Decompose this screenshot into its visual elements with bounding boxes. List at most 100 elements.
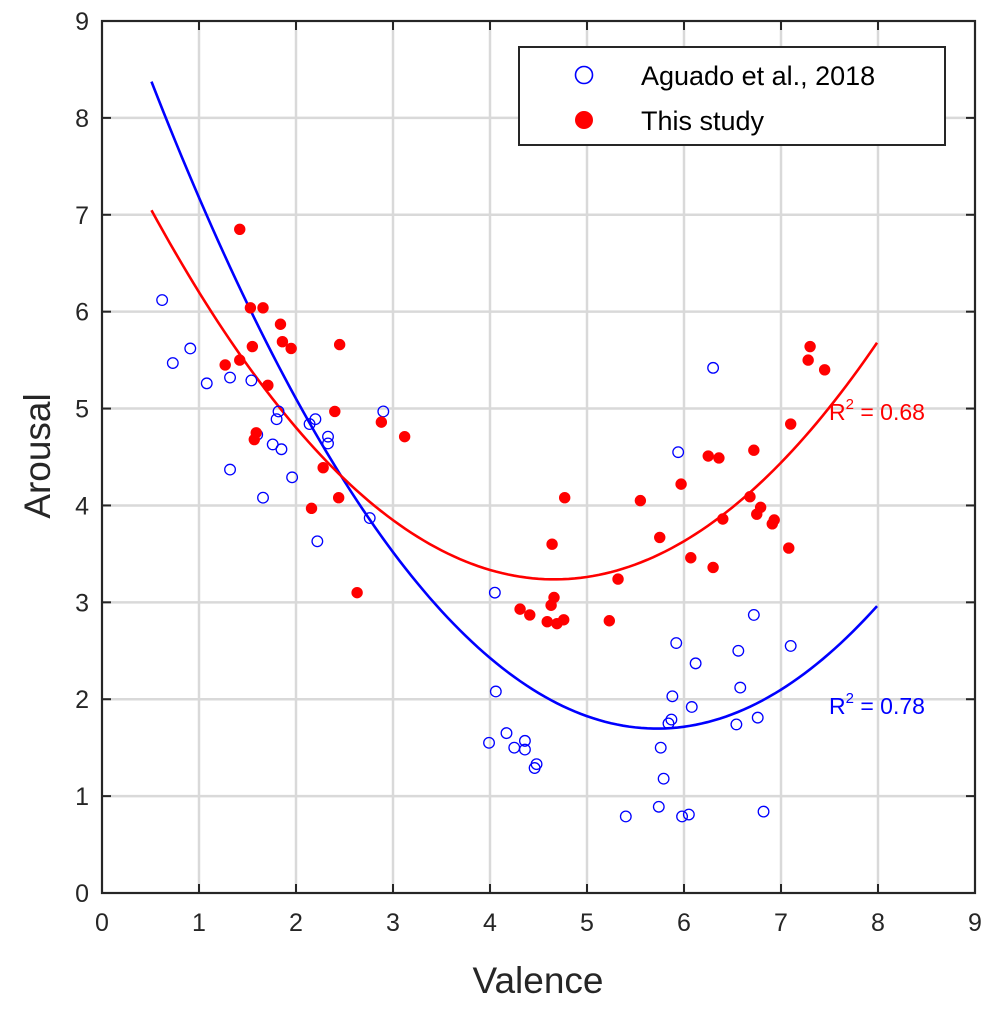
y-tick-label: 2 [75,686,89,714]
this-study-data-point [818,364,831,376]
x-tick-label: 4 [483,909,497,937]
fit-curve-this-study [150,209,879,581]
aguado-data-point [275,443,288,456]
x-tick-label: 7 [774,909,788,937]
this-study-data-point [262,379,274,392]
data-points [156,223,831,823]
legend-marker-aguado [574,65,594,85]
this-study-data-point [329,405,341,418]
aguado-data-point [757,805,770,818]
aguado-data-point [747,608,760,621]
this-study-data-point [524,609,536,621]
this-study-data-point [246,340,259,353]
x-axis-label: Valence [473,960,604,1001]
aguado-data-point [662,717,675,730]
y-tick-label: 6 [75,299,89,327]
aguado-data-point [685,701,698,713]
aguado-data-point [682,808,695,821]
this-study-data-point [305,502,318,515]
this-study-data-point [768,514,780,526]
x-tick-label: 2 [289,909,303,937]
this-study-data-point [541,616,553,628]
plot-frame [100,19,977,895]
aguado-data-point [518,743,531,756]
this-study-data-point [685,552,697,564]
aguado-data-point [200,377,213,390]
aguado-data-point [245,374,258,387]
fit-curves [150,81,879,730]
aguado-data-point [257,491,269,504]
y-tick-label: 7 [75,202,89,230]
this-study-data-point [802,354,814,366]
x-tick-label: 3 [386,909,400,937]
this-study-data-point [548,591,560,604]
aguado-data-point [732,644,745,657]
aguado-data-point [224,371,236,384]
this-study-data-point [285,342,297,355]
this-study-data-point [219,359,231,371]
aguado-data-point [272,405,285,418]
aguado-data-point [707,361,720,374]
legend-box [518,46,946,146]
this-study-data-point [612,573,624,585]
this-study-data-point [785,418,797,430]
aguado-data-point [619,810,632,823]
this-study-data-point [257,302,269,314]
aguado-data-point [652,800,665,813]
this-study-data-point [244,302,257,314]
x-tick-label: 0 [95,909,109,937]
this-study-data-point [744,491,756,503]
aguado-data-point [730,718,743,731]
this-study-data-point [276,336,289,348]
this-study-data-point [558,491,571,504]
aguado-data-point [488,586,501,599]
this-study-data-point [317,461,329,474]
this-study-data-point [274,318,287,330]
this-study-data-point [332,491,345,504]
aguado-data-point [530,758,543,771]
aguado-data-point [734,681,747,694]
this-study-data-point [546,538,558,550]
this-study-data-point [783,542,795,554]
this-study-data-point [234,223,246,236]
aguado-data-point [286,471,299,484]
aguado-data-point [184,342,197,355]
r-squared-label-red: R2 = 0.68 [829,396,925,425]
this-study-data-point [675,478,687,490]
aguado-data-point [689,657,702,670]
axes [100,19,977,895]
aguado-data-point [654,741,667,754]
aguado-data-point [672,446,685,459]
aguado-data-point [508,741,521,754]
x-tick-label: 1 [192,909,206,937]
aguado-data-point [224,463,236,476]
this-study-data-point [634,494,647,507]
aguado-data-point [665,713,678,726]
aguado-data-point [518,734,531,747]
aguado-data-point [322,430,334,443]
this-study-data-point [717,513,729,525]
this-study-data-point [351,586,363,599]
legend-marker-this-study [575,111,593,129]
y-tick-label: 8 [75,105,89,133]
this-study-data-point [713,452,725,464]
aguado-data-point [500,727,513,740]
y-tick-label: 5 [75,396,89,424]
legend: Aguado et al., 2018 This study [518,46,946,146]
aguado-data-point [676,810,689,823]
y-tick-label: 1 [75,783,89,811]
this-study-data-point [398,430,411,443]
this-study-data-point [754,501,767,514]
r-squared-label-blue: R2 = 0.78 [829,690,925,719]
aguado-data-point [270,413,283,426]
this-study-data-point [707,561,719,574]
this-study-data-point [333,338,346,351]
aguado-data-point [377,405,390,418]
legend-label-aguado: Aguado et al., 2018 [641,61,875,91]
y-tick-label: 4 [75,492,89,520]
aguado-data-point [311,535,324,548]
this-study-data-point [702,450,714,462]
aguado-data-point [751,711,764,724]
